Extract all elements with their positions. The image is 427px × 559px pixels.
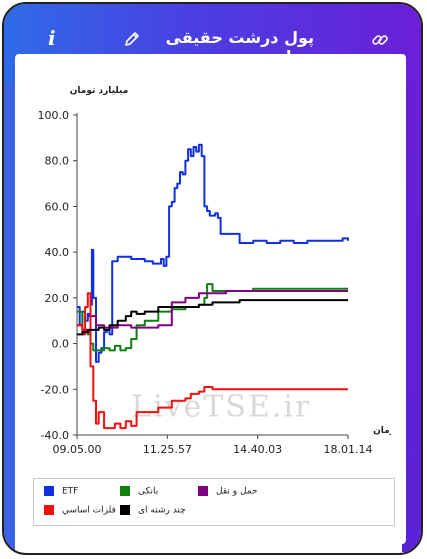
y-tick-label: 60.0 <box>45 200 70 213</box>
legend-label: فلزات اساسي <box>62 505 116 516</box>
legend-item: چند رشته ای <box>116 505 186 516</box>
right-border <box>402 82 421 552</box>
legend-swatch <box>44 486 54 496</box>
chart: 100.0 80.0 60.0 40.0 20.0 0.0 -20.0 -40.009.05.… <box>38 86 392 456</box>
y-axis-label: میلیارد تومان <box>70 86 129 96</box>
x-tick-label: 18.01.14 <box>324 443 373 456</box>
legend-swatch <box>120 505 130 515</box>
chart-legend: ETF بانکی حمل و نقل فلزات اساسي چند رشته ای <box>33 478 395 526</box>
y-tick-label: 80.0 <box>45 155 70 168</box>
series-line-1 <box>77 283 348 352</box>
legend-swatch <box>198 486 208 496</box>
x-tick-label: 11.25.57 <box>143 443 192 456</box>
y-tick-label: 40.0 <box>45 246 70 259</box>
y-tick-label: 0.0 <box>52 338 70 351</box>
pencil-icon[interactable] <box>124 31 140 47</box>
legend-item: بانکی <box>116 486 158 497</box>
y-tick-label: -20.0 <box>41 383 69 396</box>
legend-item: ETF <box>40 486 78 497</box>
series-line-0 <box>77 143 349 363</box>
legend-label: حمل و نقل <box>216 486 258 497</box>
legend-item: فلزات اساسي <box>40 505 116 516</box>
chart-card <box>15 54 406 544</box>
x-tick-label: 14.40.03 <box>233 443 282 456</box>
legend-swatch <box>120 486 130 496</box>
x-tick-label: 09.05.00 <box>53 443 102 456</box>
legend-label: چند رشته ای <box>138 505 186 516</box>
info-icon[interactable]: i <box>48 26 56 50</box>
x-axis-label: زمان <box>373 426 391 436</box>
legend-item: حمل و نقل <box>194 486 258 497</box>
app-frame: i پول درشت حقیقی صنایع <box>2 2 423 555</box>
left-border <box>4 82 15 552</box>
legend-label: بانکی <box>138 486 159 497</box>
series-line-3 <box>77 292 348 430</box>
link-icon[interactable] <box>371 31 389 49</box>
legend-label: ETF <box>62 486 79 497</box>
legend-swatch <box>44 505 54 515</box>
y-tick-label: 20.0 <box>45 292 70 305</box>
y-tick-label: 100.0 <box>38 109 70 122</box>
y-tick-label: -40.0 <box>41 429 69 442</box>
series-line-4 <box>77 299 348 336</box>
